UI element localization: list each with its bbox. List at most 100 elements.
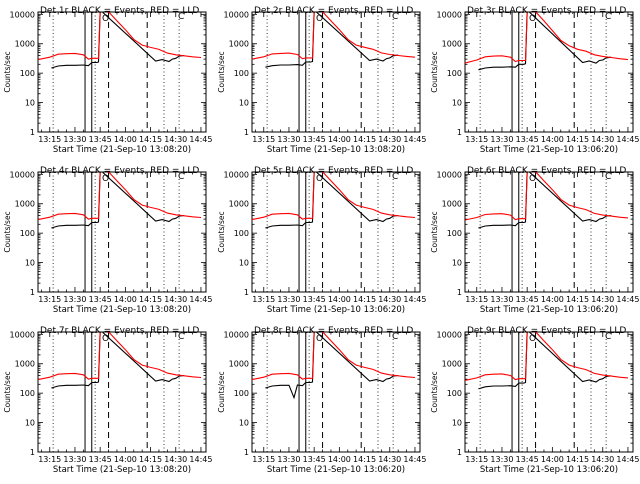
marker-label: C (178, 12, 184, 22)
x-tick-label: 13:30 (490, 295, 513, 304)
x-tick-label: 14:15 (566, 135, 589, 144)
y-tick-label: 1000 (229, 360, 249, 369)
series-lld (38, 172, 202, 221)
x-tick-label: 13:45 (516, 295, 539, 304)
y-tick-label: 100 (20, 389, 35, 398)
y-tick-label: 1 (457, 448, 462, 457)
plot-frame (464, 171, 634, 293)
series-events (265, 332, 399, 400)
x-tick-label: 14:00 (328, 135, 351, 144)
y-tick-label: 1000 (442, 360, 462, 369)
marker-label: O (316, 14, 323, 24)
plot-frame (464, 331, 634, 453)
marker-label: O (529, 334, 536, 344)
series-lld (252, 12, 416, 60)
x-axis-label: Start Time (21-Sep-10 13:06:20) (267, 465, 405, 475)
panel-title: Det 1r BLACK = Events, RED = LLD (40, 6, 199, 16)
series-events (51, 172, 185, 229)
x-tick-label: 13:15 (465, 455, 488, 464)
x-tick-label: 14:45 (403, 455, 426, 464)
y-axis-label: Counts/sec (3, 51, 12, 92)
y-tick-label: 100 (20, 69, 35, 78)
marker-label: O (529, 174, 536, 184)
x-tick-label: 13:45 (516, 455, 539, 464)
y-tick-label: 10000 (10, 170, 35, 179)
panel-title: Det 7r BLACK = Events, RED = LLD (40, 326, 199, 336)
plot-frame (251, 171, 421, 293)
y-tick-label: 10000 (224, 170, 249, 179)
y-tick-label: 10000 (437, 170, 462, 179)
x-tick-label: 14:30 (591, 455, 614, 464)
y-tick-label: 1 (244, 128, 249, 137)
series-lld (252, 332, 416, 381)
x-axis-label: Start Time (21-Sep-10 13:08:20) (267, 145, 405, 155)
marker-label: O (102, 14, 109, 24)
y-tick-label: 1 (244, 448, 249, 457)
marker-label: O (102, 174, 109, 184)
x-tick-label: 14:45 (189, 455, 212, 464)
series-events (51, 332, 185, 389)
marker-label: C (605, 12, 611, 22)
x-tick-label: 13:15 (252, 135, 275, 144)
x-tick-label: 13:15 (252, 295, 275, 304)
plot-frame (37, 331, 207, 453)
x-tick-label: 14:30 (378, 135, 401, 144)
panel-det-9: 1 10 100 1000 10000 13:15 13:30 13:45 14:00 14:15… (430, 326, 639, 475)
x-tick-label: 13:30 (277, 295, 300, 304)
panel-det-4: 1 10 100 1000 10000 13:15 13:30 13:45 14:00 14:15… (3, 166, 212, 315)
panel-det-6: 1 10 100 1000 10000 13:15 13:30 13:45 14:00 14:15… (430, 166, 639, 315)
x-tick-label: 13:15 (38, 295, 61, 304)
x-axis-label: Start Time (21-Sep-10 13:08:20) (53, 145, 191, 155)
marker-label: O (529, 14, 536, 24)
series-lld (38, 12, 202, 61)
y-tick-label: 1000 (442, 200, 462, 209)
panel-title: Det 3r BLACK = Events, RED = LLD (467, 6, 626, 16)
marker-label: C (605, 172, 611, 182)
y-tick-label: 100 (447, 389, 462, 398)
y-tick-label: 10000 (10, 10, 35, 19)
x-tick-label: 13:15 (38, 455, 61, 464)
x-tick-label: 14:15 (353, 455, 376, 464)
y-tick-label: 1 (244, 288, 249, 297)
y-tick-label: 1000 (442, 40, 462, 49)
marker-label: C (392, 172, 398, 182)
y-tick-label: 10 (25, 99, 35, 108)
y-tick-label: 1000 (15, 200, 35, 209)
x-tick-label: 13:30 (490, 455, 513, 464)
marker-label: O (316, 174, 323, 184)
series-lld (465, 332, 629, 382)
y-tick-label: 1000 (229, 200, 249, 209)
plot-frame (37, 11, 207, 133)
marker-label: C (392, 332, 398, 342)
panel-det-7: 1 10 100 1000 10000 13:15 13:30 13:45 14:00 14:15… (3, 326, 212, 475)
x-tick-label: 14:30 (164, 295, 187, 304)
marker-label: O (316, 334, 323, 344)
y-axis-label: Counts/sec (430, 51, 439, 92)
x-tick-label: 13:30 (63, 135, 86, 144)
x-tick-label: 14:00 (114, 295, 137, 304)
series-events (265, 12, 399, 68)
y-tick-label: 1000 (15, 40, 35, 49)
x-tick-label: 14:15 (566, 295, 589, 304)
y-tick-label: 10000 (437, 330, 462, 339)
x-axis-label: Start Time (21-Sep-10 13:08:20) (53, 465, 191, 475)
x-axis-label: Start Time (21-Sep-10 13:08:20) (53, 305, 191, 315)
x-tick-label: 14:00 (114, 135, 137, 144)
y-tick-label: 1 (30, 288, 35, 297)
x-tick-label: 13:30 (277, 135, 300, 144)
x-tick-label: 13:15 (252, 455, 275, 464)
series-events (478, 332, 612, 390)
y-tick-label: 10 (239, 259, 249, 268)
series-events (265, 172, 399, 229)
y-tick-label: 100 (234, 389, 249, 398)
x-tick-label: 13:30 (63, 295, 86, 304)
y-tick-label: 10 (239, 99, 249, 108)
y-tick-label: 1 (30, 448, 35, 457)
x-tick-label: 14:45 (189, 295, 212, 304)
y-tick-label: 10 (452, 259, 462, 268)
x-tick-label: 13:30 (63, 455, 86, 464)
y-axis-label: Counts/sec (3, 211, 12, 252)
x-tick-label: 14:00 (328, 295, 351, 304)
